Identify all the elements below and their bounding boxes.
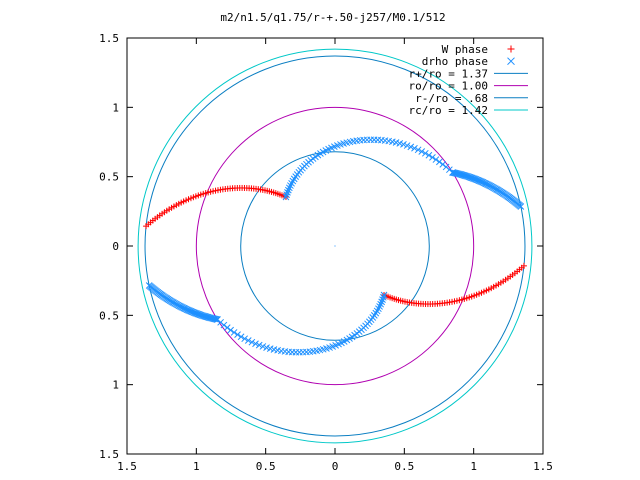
drho-phase-point (192, 309, 199, 317)
drho-phase-point (436, 158, 443, 166)
x-tick-label: 1.5 (117, 460, 137, 473)
circle-r-ro-1-37 (144, 55, 526, 437)
drho-phase-point (259, 343, 267, 350)
drho-phase-point (284, 186, 292, 194)
drho-phase-point (471, 175, 478, 183)
drho-phase-point (230, 329, 238, 336)
drho-phase-point (252, 340, 259, 348)
x-tick-label: 1.5 (533, 460, 553, 473)
drho-phase-point (468, 174, 476, 182)
y-tick-label: 1.5 (99, 448, 119, 461)
drho-phase-point (244, 337, 252, 344)
drho-phase-point (418, 148, 426, 155)
drho-phase-point (195, 311, 203, 318)
drho-phase-point (379, 296, 386, 303)
y-tick-label: 0.5 (99, 171, 119, 184)
origin-dot (334, 245, 336, 247)
drho-phase-point (439, 160, 447, 168)
drho-phase-point (407, 143, 415, 151)
drho-phase-point (414, 146, 422, 154)
legend-marker (507, 57, 515, 66)
drho-phase-point (425, 151, 433, 159)
drho-phase-point (400, 141, 407, 148)
drho-phase-point (379, 293, 387, 301)
drho-phase-point (421, 149, 429, 157)
y-tick-label: 1 (112, 379, 119, 392)
chart-title: m2/n1.5/q1.75/r-+.50-j257/M0.1/512 (220, 11, 445, 24)
drho-phase-point (248, 338, 256, 346)
drho-phase-point (223, 324, 231, 332)
drho-phase-point (403, 142, 411, 149)
drho-phase-point (255, 341, 263, 349)
drho-phase-point (266, 345, 274, 352)
drho-phase-point (145, 282, 153, 289)
drho-phase-point (196, 311, 204, 319)
drho-phase-point (241, 335, 249, 343)
reference-circles (137, 48, 533, 444)
drho-phase-point (194, 310, 202, 318)
drho-phase-point (234, 331, 241, 339)
drho-phase-point (396, 140, 404, 147)
x-tick-label: 1 (193, 460, 200, 473)
legend-label: rc/ro = 1.42 (409, 104, 488, 117)
legend-label: drho phase (422, 55, 488, 68)
drho-phase-point (380, 291, 388, 299)
legend-label: r+/ro = 1.37 (409, 67, 488, 80)
drho-phase-point (378, 298, 386, 306)
x-tick-label: 0 (332, 460, 339, 473)
circle-ro-ro-1-00 (195, 106, 475, 386)
y-tick-label: 1 (112, 101, 119, 114)
circle-rc-ro-1-42 (137, 48, 533, 444)
drho-phase-point (263, 344, 270, 351)
axis-ticks: 1.5 1 0.5 0 0.5 1 1.51.510.500.511.5 (99, 32, 553, 473)
y-tick-label: 1.5 (99, 32, 119, 45)
legend-label: ro/ro = 1.00 (409, 80, 488, 93)
x-tick-label: 1 (470, 460, 477, 473)
drho-phase-point (237, 333, 245, 341)
drho-phase-point (517, 203, 525, 210)
drho-phase-point (466, 173, 474, 181)
drho-phase-point (283, 191, 291, 199)
drho-phase-point (470, 175, 477, 182)
drho-phase-point (282, 193, 290, 201)
y-tick-label: 0 (112, 240, 119, 253)
x-tick-label: 0.5 (256, 460, 276, 473)
y-tick-label: 0.5 (99, 309, 119, 322)
drho-phase-point (284, 189, 291, 196)
drho-phase-point (429, 153, 436, 161)
data-points (143, 136, 527, 356)
drho-phase-point (411, 144, 418, 152)
drho-phase-point (467, 174, 475, 181)
legend-label: W phase (442, 43, 488, 56)
drho-phase-point (432, 156, 440, 163)
drho-phase-point (193, 310, 200, 317)
legend-label: r-/ro = .68 (415, 92, 488, 105)
circle-r-ro-68 (240, 151, 430, 341)
legend-marker (507, 45, 515, 53)
drho-phase-point (227, 326, 234, 334)
x-tick-label: 0.5 (394, 460, 414, 473)
